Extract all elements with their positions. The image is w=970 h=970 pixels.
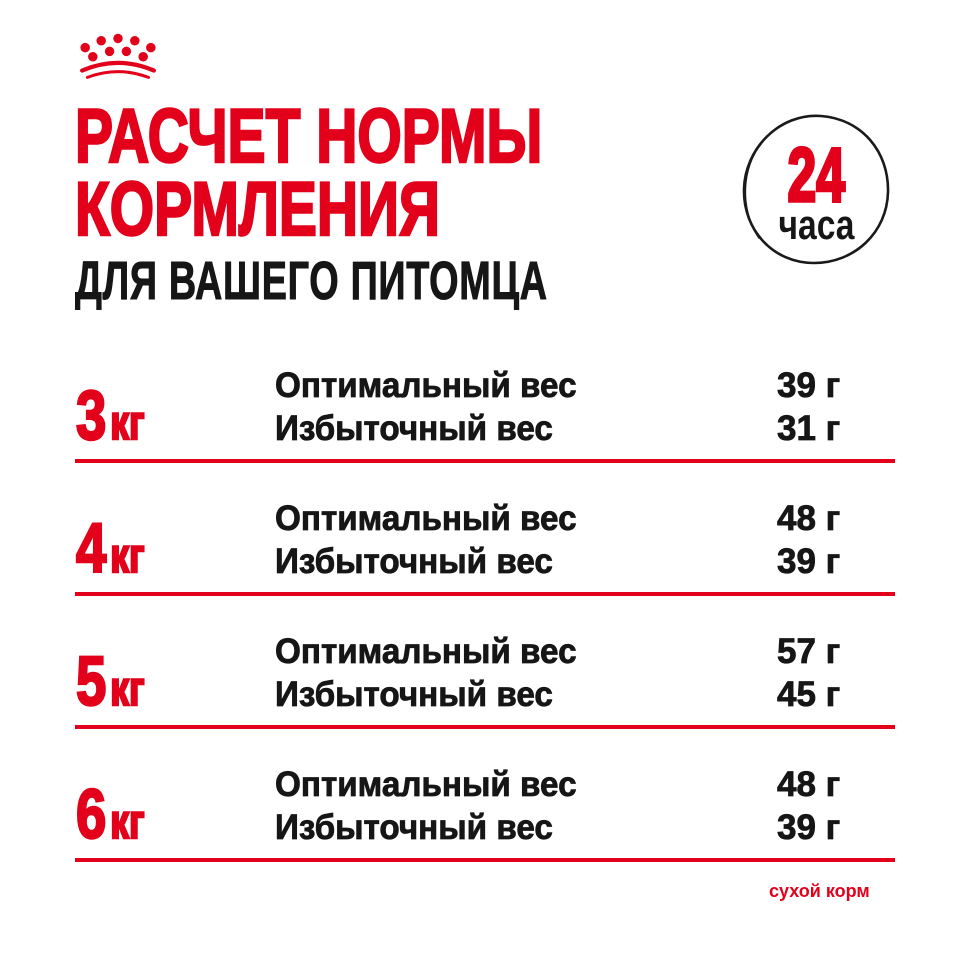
weight-entries: Оптимальный вес 57 г Избыточный вес 45 г (275, 630, 895, 716)
weight-value: 4 (75, 509, 107, 587)
excess-weight-value: 39 г (777, 542, 841, 582)
weight-entries: Оптимальный вес 48 г Избыточный вес 39 г (275, 497, 895, 583)
optimal-weight-entry: Оптимальный вес 48 г (275, 497, 895, 540)
optimal-weight-entry: Оптимальный вес 48 г (275, 763, 895, 806)
weight-unit-label: кг (109, 795, 145, 851)
optimal-weight-value: 48 г (777, 765, 841, 805)
excess-weight-entry: Избыточный вес 39 г (275, 806, 895, 849)
optimal-weight-value: 57 г (777, 632, 841, 672)
weight-value: 3 (75, 376, 107, 454)
row-divider (75, 592, 895, 596)
excess-weight-label: Избыточный вес (275, 542, 554, 582)
optimal-weight-value: 39 г (777, 366, 841, 406)
hand-drawn-circle-icon (742, 114, 890, 265)
dry-food-footnote: сухой корм (769, 881, 870, 901)
excess-weight-entry: Избыточный вес 45 г (275, 673, 895, 716)
row-divider (75, 725, 895, 729)
weight-value: 5 (75, 642, 107, 720)
excess-weight-value: 39 г (777, 808, 841, 848)
weight-cell: 6кг (75, 778, 146, 869)
optimal-weight-value: 48 г (777, 499, 841, 539)
weight-unit-label: кг (109, 529, 145, 585)
weight-cell: 3кг (75, 379, 146, 470)
excess-weight-label: Избыточный вес (275, 808, 554, 848)
excess-weight-label: Избыточный вес (275, 675, 554, 715)
weight-cell: 5кг (75, 645, 146, 736)
row-divider (75, 459, 895, 463)
weight-value: 6 (75, 775, 107, 853)
page-subtitle: ДЛЯ ВАШЕГО ПИТОМЦА (75, 251, 548, 311)
excess-weight-label: Избыточный вес (275, 409, 554, 449)
optimal-weight-label: Оптимальный вес (275, 765, 577, 805)
table-row: 5кг Оптимальный вес 57 г Избыточный вес … (75, 618, 895, 751)
excess-weight-value: 45 г (777, 675, 841, 715)
badge-value: 24 (786, 133, 846, 218)
badge-text: 24 часа (739, 112, 893, 268)
table-row: 4кг Оптимальный вес 48 г Избыточный вес … (75, 485, 895, 618)
title-line-2: КОРМЛЕНИЯ (74, 167, 441, 252)
badge-24-hours: 24 часа (739, 112, 893, 268)
weight-unit-label: кг (109, 396, 145, 452)
row-divider (75, 858, 895, 862)
excess-weight-entry: Избыточный вес 31 г (275, 407, 895, 450)
excess-weight-entry: Избыточный вес 39 г (275, 540, 895, 583)
badge-unit: часа (777, 201, 854, 248)
optimal-weight-label: Оптимальный вес (275, 366, 577, 406)
weight-entries: Оптимальный вес 48 г Избыточный вес 39 г (275, 763, 895, 849)
table-row: 3кг Оптимальный вес 39 г Избыточный вес … (75, 352, 895, 485)
optimal-weight-entry: Оптимальный вес 39 г (275, 364, 895, 407)
weight-entries: Оптимальный вес 39 г Избыточный вес 31 г (275, 364, 895, 450)
optimal-weight-label: Оптимальный вес (275, 632, 577, 672)
weight-unit-label: кг (109, 662, 145, 718)
page-title: РАСЧЕТ НОРМЫ КОРМЛЕНИЯ (74, 94, 698, 252)
optimal-weight-label: Оптимальный вес (275, 499, 577, 539)
royal-canin-crown-icon (80, 33, 156, 79)
excess-weight-value: 31 г (777, 409, 841, 449)
table-row: 6кг Оптимальный вес 48 г Избыточный вес … (75, 751, 895, 884)
optimal-weight-entry: Оптимальный вес 57 г (275, 630, 895, 673)
title-line-1: РАСЧЕТ НОРМЫ (74, 94, 543, 179)
weight-cell: 4кг (75, 512, 146, 603)
